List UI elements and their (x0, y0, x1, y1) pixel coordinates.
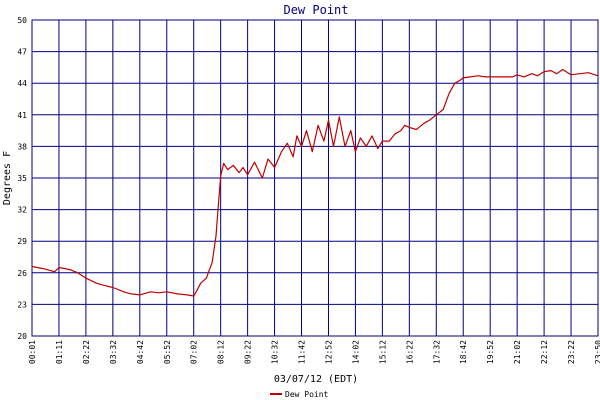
y-tick-label: 44 (17, 79, 27, 88)
x-tick-label: 00:01 (28, 340, 37, 364)
x-tick-label: 10:32 (271, 340, 280, 364)
x-tick-label: 23:50 (594, 340, 600, 364)
legend: Dew Point (270, 390, 329, 399)
x-tick-label: 22:12 (540, 340, 549, 364)
x-tick-label: 23:22 (567, 340, 576, 364)
x-tick-label: 11:42 (298, 340, 307, 364)
y-tick-label: 35 (17, 174, 27, 183)
y-tick-label: 32 (17, 206, 27, 215)
x-tick-label: 02:22 (82, 340, 91, 364)
x-tick-label: 18:42 (459, 340, 468, 364)
x-tick-label: 07:02 (190, 340, 199, 364)
series-lines (31, 68, 599, 297)
x-tick-labels: 00:01 01:11 02:22 03:32 04:42 05:52 07:02 08:12… (28, 340, 600, 364)
x-tick-label: 08:12 (217, 340, 226, 364)
x-tick-label: 05:52 (163, 340, 172, 364)
y-tick-label: 50 (17, 16, 27, 25)
y-tick-label: 29 (17, 237, 27, 246)
x-tick-label: 12:52 (324, 340, 333, 364)
y-tick-label: 47 (17, 48, 27, 57)
y-tick-label: 26 (17, 269, 27, 278)
y-tick-labels: 20 23 26 29 32 35 38 41 44 47 50 (17, 16, 27, 341)
x-tick-label: 01:11 (55, 340, 64, 364)
chart-title: Dew Point (283, 3, 348, 17)
y-tick-label: 38 (17, 142, 27, 151)
y-tick-label: 41 (17, 111, 27, 120)
series-line-dew-point (31, 68, 599, 297)
x-tick-label: 03:32 (109, 340, 118, 364)
grid-lines (31, 19, 599, 337)
x-tick-label: 15:12 (378, 340, 387, 364)
x-tick-label: 19:52 (486, 340, 495, 364)
x-tick-label: 14:02 (351, 340, 360, 364)
x-tick-label: 21:02 (513, 340, 522, 364)
y-tick-label: 23 (17, 300, 27, 309)
x-axis-label: 03/07/12 (EDT) (274, 374, 358, 385)
x-tick-label: 04:42 (136, 340, 145, 364)
x-tick-label: 17:32 (432, 340, 441, 364)
x-tick-label: 09:22 (244, 340, 253, 364)
x-tick-label: 16:22 (405, 340, 414, 364)
y-axis-label: Degrees F (2, 151, 13, 205)
legend-label: Dew Point (285, 390, 329, 399)
y-tick-label: 20 (17, 332, 27, 341)
